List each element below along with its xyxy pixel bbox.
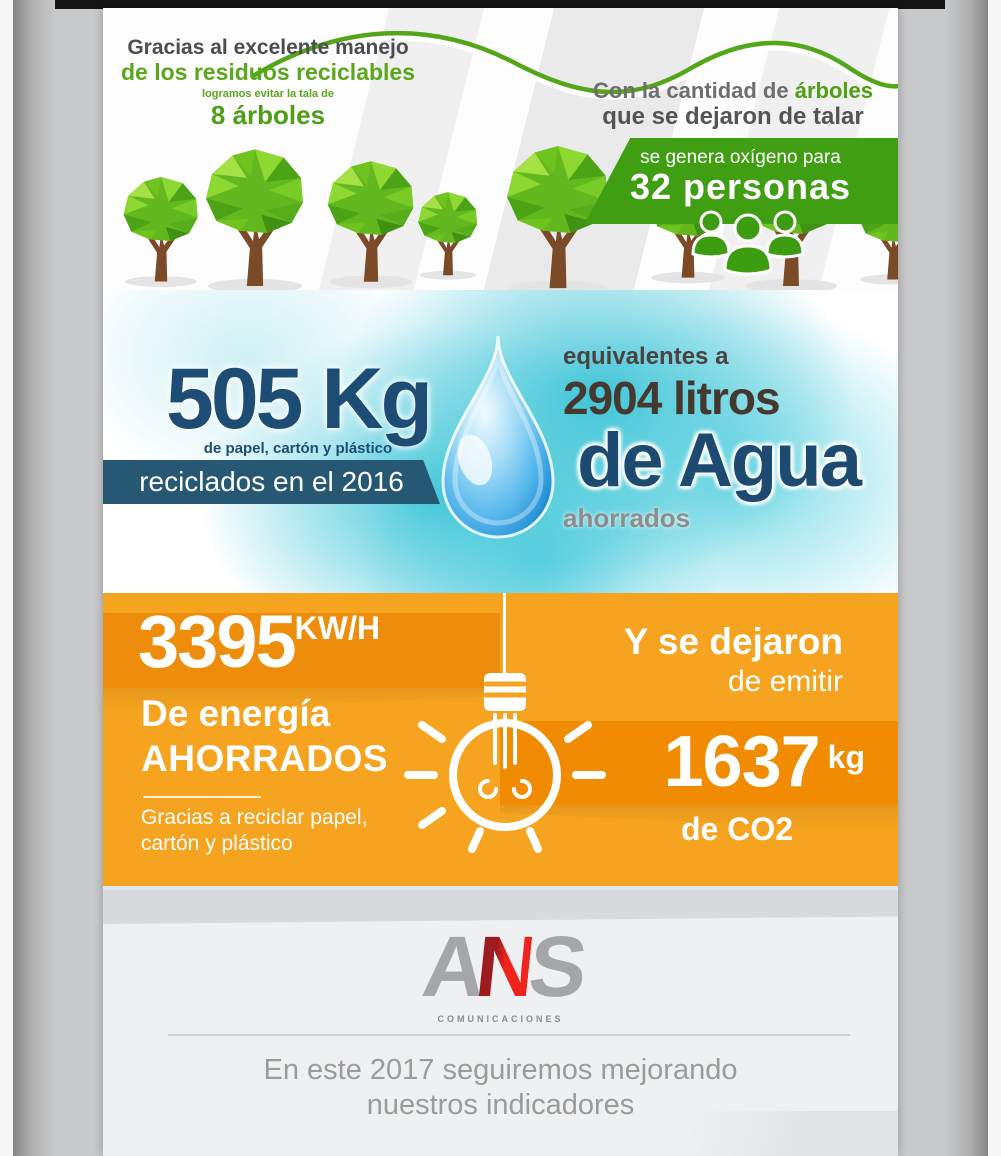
energy-sub1: Gracias a reciclar papel, — [141, 806, 368, 829]
recycled-year-banner: reciclados en el 2016 — [103, 460, 440, 504]
oxygen-banner: se genera oxígeno para 32 personas — [584, 138, 898, 224]
equivalence-line2: 2904 litros — [563, 372, 781, 424]
co2-line2: de emitir — [727, 665, 843, 698]
water-equivalence-text: equivalentes a 2904 litros de Agua ahorr… — [563, 343, 893, 533]
equivalence-line3: de Agua — [577, 418, 862, 503]
header-right-text: Con la cantidad de árboles que se dejaro… — [568, 78, 898, 131]
header-left-line4: 8 árboles — [210, 99, 326, 130]
header-left-line2: de los residuos reciclables — [120, 58, 416, 85]
energy-line1: De energía — [141, 693, 331, 734]
oxygen-banner-line2: 32 personas — [629, 165, 852, 207]
equivalence-line1: equivalentes a — [563, 343, 729, 370]
section-footer: ANS COMUNICACIONES En este 2017 seguirem… — [103, 886, 898, 1156]
header-left-line3: logramos evitar la tala de — [201, 88, 335, 101]
viewer-shadow-bar-right — [944, 0, 988, 1156]
section-water: 505 Kg de papel, cartón y plástico recic… — [103, 290, 898, 593]
footer-message-line2: nuestros indicadores — [366, 1089, 635, 1121]
energy-dark-band-left — [103, 613, 500, 688]
energy-amount: 3395 — [138, 600, 297, 683]
section-trees: Gracias al excelente manejo de los resid… — [103, 8, 898, 290]
section-energy: 3395KW/H De energía AHORRADOS Gracias a … — [103, 593, 898, 886]
header-right-line1-highlight: árboles — [794, 78, 873, 103]
energy-amount-group: 3395KW/H — [138, 599, 380, 684]
header-left-text: Gracias al excelente manejo de los resid… — [113, 36, 423, 130]
viewer-edge-left — [0, 0, 13, 1156]
co2-amount: 1637 — [663, 722, 820, 802]
energy-sub2: cartón y plástico — [141, 832, 293, 855]
header-right-line1: Con la cantidad de árboles — [568, 78, 898, 103]
header-left-line1: Gracias al excelente manejo — [127, 36, 409, 59]
bulb-cord — [503, 593, 506, 683]
co2-unit: kg — [827, 739, 865, 775]
oxygen-banner-line1: se genera oxígeno para — [640, 147, 841, 168]
green-swoosh-decoration — [250, 30, 898, 100]
ans-logo: ANS — [103, 919, 898, 1015]
co2-line1: Y se dejaron — [623, 621, 843, 662]
water-drop-icon — [441, 335, 555, 539]
energy-unit: KW/H — [294, 610, 380, 646]
viewer-top-strip — [55, 0, 945, 9]
energy-divider-line — [143, 796, 261, 798]
equivalence-line4: ahorrados — [563, 503, 691, 533]
viewer-edge-right — [988, 0, 1001, 1156]
footer-diagonal-shade — [523, 1111, 898, 1156]
ans-logo-letter-s: S — [524, 919, 583, 1015]
footer-top-line — [103, 886, 898, 890]
header-right-line2: que se dejaron de talar — [602, 103, 864, 131]
recycled-amount: 505 Kg — [165, 351, 433, 447]
header-right-line1-prefix: Con la cantidad de — [593, 78, 795, 103]
ans-logo-subtitle: COMUNICACIONES — [437, 1014, 564, 1024]
recycled-amount-caption: de papel, cartón y plástico — [203, 440, 393, 457]
infographic-card: Gracias al excelente manejo de los resid… — [103, 8, 898, 1156]
footer-message-line1: En este 2017 seguiremos mejorando — [263, 1054, 738, 1086]
people-group-icon — [691, 210, 805, 276]
co2-line3: de CO2 — [680, 811, 793, 847]
footer-divider — [168, 1034, 850, 1036]
viewer-shadow-bar-left — [13, 0, 57, 1156]
light-bulb-icon — [404, 673, 606, 853]
energy-line2: AHORRADOS — [141, 738, 389, 779]
energy-dark-band-right — [500, 721, 898, 805]
co2-amount-group: 1637 kg — [533, 721, 865, 803]
